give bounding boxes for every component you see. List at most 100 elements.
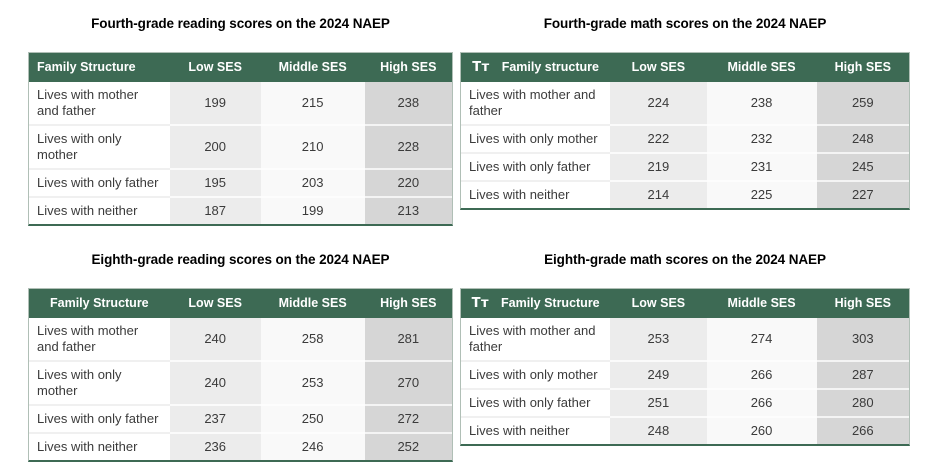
table-row: Lives with only father 219 231 245 [461,152,909,181]
score-cell-high: 252 [364,432,452,460]
column-header-family-structure: Tᴛ Family Structure [461,289,611,318]
row-label: Lives with neither [29,196,170,224]
score-cell-high: 272 [364,404,452,433]
score-cell-high: 220 [364,168,452,197]
score-cell-middle: 210 [260,124,365,169]
column-header-family-structure: Family Structure [29,289,170,318]
column-header-middle-ses: Middle SES [260,289,365,318]
score-cell-low: 251 [610,388,707,417]
fourth-grade-row: Fourth-grade reading scores on the 2024 … [28,14,936,226]
table-row: Lives with neither 187 199 213 [29,196,452,224]
score-cell-middle: 246 [260,432,365,460]
score-cell-high: 280 [816,388,909,417]
score-cell-middle: 199 [260,196,365,224]
column-header-low-ses: Low SES [169,53,261,82]
row-label: Lives with mother and father [29,82,170,125]
column-header-family-structure: Tᴛ Family structure [461,53,611,82]
score-cell-middle: 260 [706,416,817,444]
text-format-icon: Tᴛ [471,296,489,311]
score-cell-middle: 203 [260,168,365,197]
score-cell-low: 248 [610,416,707,444]
column-header-family-structure: Family Structure [29,53,170,82]
table-eighth-reading: Family Structure Low SES Middle SES High… [28,288,453,462]
row-label: Lives with only father [461,388,611,417]
score-cell-high: 303 [816,318,909,361]
column-header-family-label: Family Structure [501,296,600,310]
score-cell-high: 238 [364,82,452,125]
score-cell-middle: 253 [260,360,365,405]
score-cell-middle: 238 [706,82,817,125]
table-row: Lives with only mother 240 253 270 [29,360,452,405]
score-cell-low: 199 [169,82,261,125]
table-header-row: Tᴛ Family structure Low SES Middle SES H… [461,53,909,82]
column-header-low-ses: Low SES [610,289,707,318]
table-title-fourth-reading: Fourth-grade reading scores on the 2024 … [91,16,390,31]
score-cell-low: 240 [169,360,261,405]
score-cell-low: 187 [169,196,261,224]
row-label: Lives with only father [29,168,170,197]
score-cell-high: 259 [816,82,909,125]
column-header-middle-ses: Middle SES [706,289,817,318]
row-label: Lives with only father [461,152,611,181]
score-cell-middle: 231 [706,152,817,181]
row-label: Lives with only mother [461,360,611,389]
score-cell-low: 240 [169,318,261,361]
table-row: Lives with only mother 222 232 248 [461,124,909,153]
table-row: Lives with mother and father 253 274 303 [461,318,909,361]
score-cell-high: 227 [816,180,909,208]
score-cell-low: 237 [169,404,261,433]
row-label: Lives with only father [29,404,170,433]
row-label: Lives with neither [461,416,611,444]
column-header-middle-ses: Middle SES [260,53,365,82]
table-row: Lives with only father 251 266 280 [461,388,909,417]
score-cell-low: 219 [610,152,707,181]
column-header-middle-ses: Middle SES [706,53,817,82]
table-row: Lives with only mother 200 210 228 [29,124,452,169]
score-cell-middle: 232 [706,124,817,153]
row-label: Lives with only mother [461,124,611,153]
column-header-high-ses: High SES [816,289,909,318]
score-cell-low: 236 [169,432,261,460]
score-cell-high: 248 [816,124,909,153]
table-title-eighth-math: Eighth-grade math scores on the 2024 NAE… [544,252,826,267]
score-cell-middle: 225 [706,180,817,208]
score-cell-high: 281 [364,318,452,361]
score-cell-middle: 258 [260,318,365,361]
table-header-row: Family Structure Low SES Middle SES High… [29,289,452,318]
table-row: Lives with neither 214 225 227 [461,180,909,208]
table-row: Lives with only father 195 203 220 [29,168,452,197]
score-cell-middle: 266 [706,388,817,417]
score-cell-high: 266 [816,416,909,444]
score-cell-high: 245 [816,152,909,181]
score-cell-low: 222 [610,124,707,153]
table-fourth-reading: Family Structure Low SES Middle SES High… [28,52,453,226]
row-label: Lives with neither [29,432,170,460]
panel-fourth-grade-reading: Fourth-grade reading scores on the 2024 … [28,14,453,226]
score-cell-middle: 250 [260,404,365,433]
table-row: Lives with mother and father 240 258 281 [29,318,452,361]
score-cell-high: 270 [364,360,452,405]
row-label: Lives with only mother [29,124,170,169]
score-cell-high: 287 [816,360,909,389]
table-header-row: Tᴛ Family Structure Low SES Middle SES H… [461,289,909,318]
score-cell-middle: 274 [706,318,817,361]
score-cell-middle: 266 [706,360,817,389]
table-header-row: Family Structure Low SES Middle SES High… [29,53,452,82]
score-cell-low: 214 [610,180,707,208]
table-title-eighth-reading: Eighth-grade reading scores on the 2024 … [91,252,390,267]
row-label: Lives with mother and father [461,82,611,125]
table-row: Lives with neither 236 246 252 [29,432,452,460]
eighth-grade-row: Eighth-grade reading scores on the 2024 … [28,250,936,462]
score-cell-middle: 215 [260,82,365,125]
row-label: Lives with neither [461,180,611,208]
column-header-low-ses: Low SES [610,53,707,82]
row-label: Lives with only mother [29,360,170,405]
column-header-high-ses: High SES [816,53,909,82]
table-title-fourth-math: Fourth-grade math scores on the 2024 NAE… [543,16,827,31]
score-cell-high: 228 [364,124,452,169]
score-cell-low: 249 [610,360,707,389]
table-row: Lives with only mother 249 266 287 [461,360,909,389]
score-cell-low: 200 [169,124,261,169]
row-label: Lives with mother and father [461,318,611,361]
